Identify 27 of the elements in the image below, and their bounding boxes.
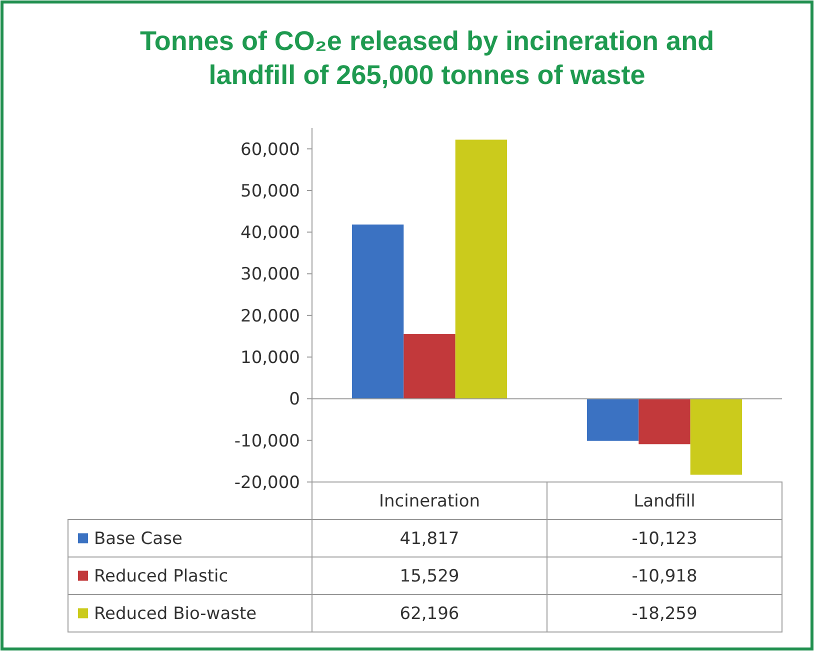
y-tick-label: -10,000 [234,431,300,452]
chart-title: Tonnes of CO₂e released by incineration and landfill of 265,000 tonnes of waste [140,26,714,90]
legend-label: Reduced Bio-waste [94,604,257,624]
y-tick-label: 10,000 [240,348,300,368]
legend-label: Reduced Plastic [94,566,228,587]
y-tick-label: 40,000 [240,223,300,244]
y-tick-label: 50,000 [240,181,300,202]
y-tick-label: 0 [289,390,300,410]
y-tick-label: 60,000 [240,140,300,160]
bar [352,224,404,399]
data-label: 15,529 [400,566,460,587]
data-label: -10,918 [632,566,698,587]
bar [404,334,456,399]
bar [586,398,639,441]
x-tick-label: Landfill [634,492,696,512]
data-label: -10,123 [632,529,698,550]
data-label: 62,196 [400,604,460,624]
y-tick-label: -20,000 [234,472,300,493]
data-label: 41,817 [400,529,460,550]
bar [638,398,690,444]
bar [455,140,508,399]
bar [690,398,742,475]
y-tick-label: 20,000 [240,306,300,326]
y-tick-label: 30,000 [240,264,300,285]
legend-label: Base Case [94,529,182,550]
data-label: -18,259 [632,604,698,624]
x-tick-label: Incineration [378,492,480,512]
